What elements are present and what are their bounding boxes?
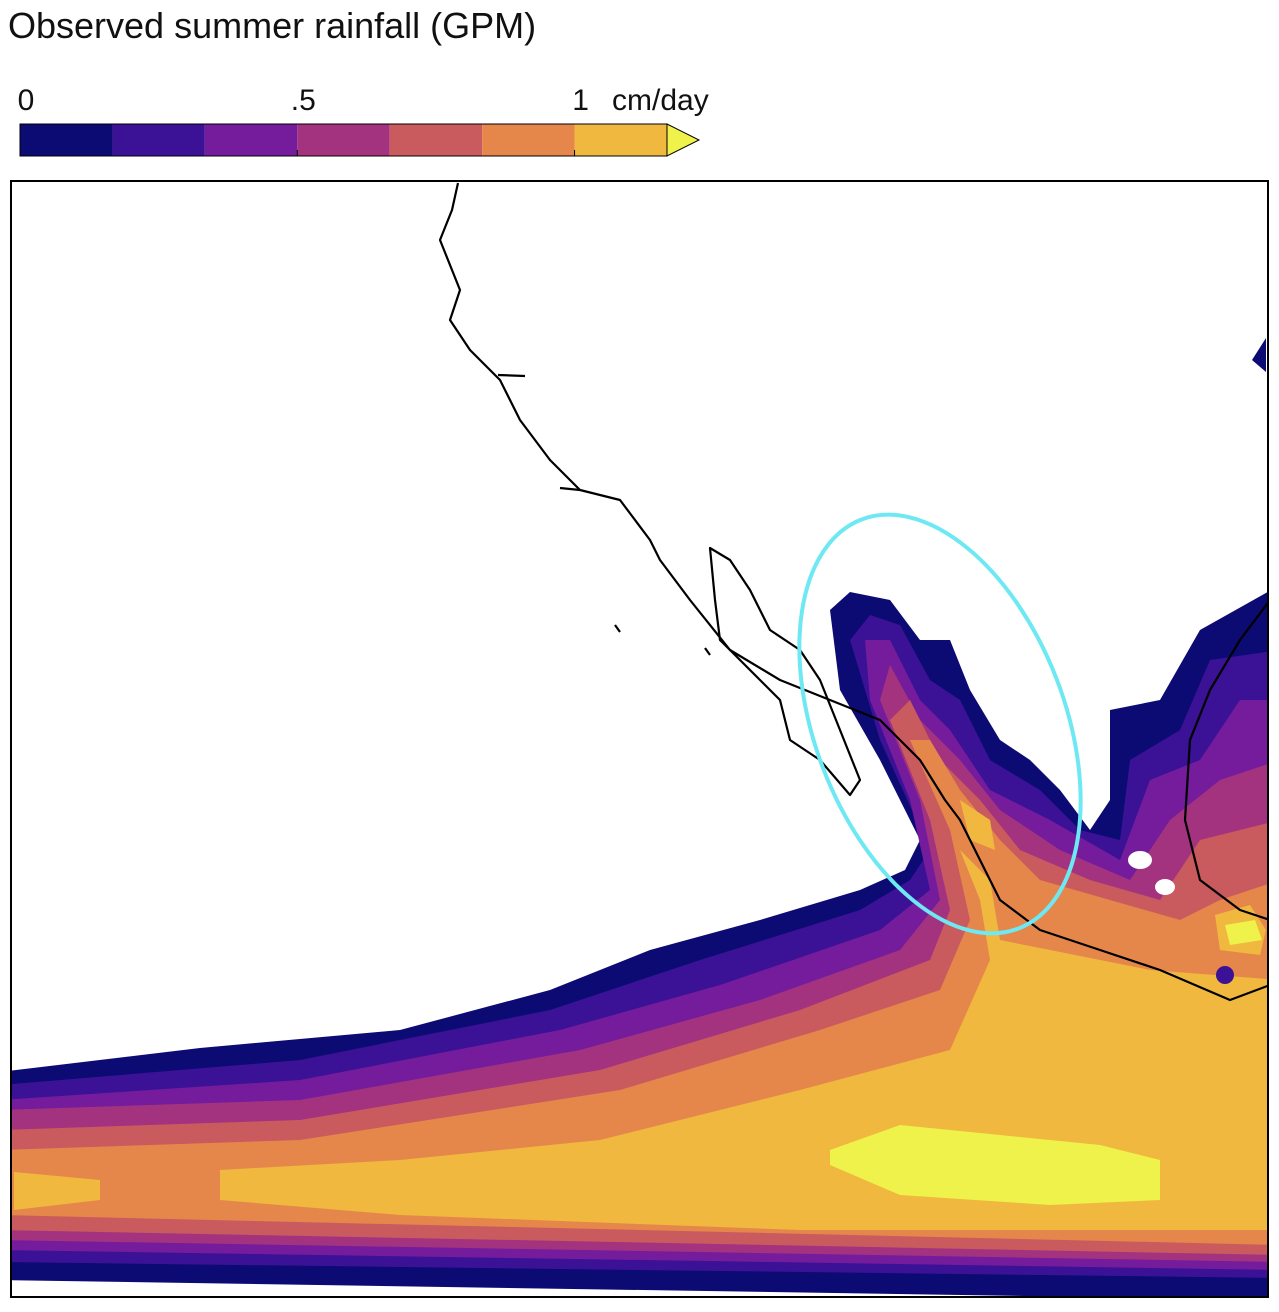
- contour: [830, 920, 1262, 1205]
- hole: [1155, 879, 1175, 895]
- contour: [1252, 338, 1266, 372]
- colorbar-segment: [297, 124, 390, 156]
- hole: [1128, 851, 1152, 869]
- map-frame: [10, 180, 1269, 1298]
- islands: [497, 373, 711, 656]
- coastline: [438, 182, 1267, 1002]
- colorbar-tick-label: 1: [572, 84, 589, 117]
- highlight-ellipse: [797, 512, 1083, 936]
- map: [10, 180, 1269, 1298]
- colorbar-extension: [666, 123, 701, 157]
- contour: [14, 800, 1267, 1230]
- coastline: [438, 182, 1267, 1002]
- colorbar-segment: [112, 124, 205, 156]
- colorbar: 0 .5 1 cm/day: [18, 84, 709, 157]
- colorbar-frame: [19, 123, 668, 157]
- colorbar-segment: [574, 124, 667, 156]
- hole: [1216, 966, 1234, 984]
- baja: [708, 546, 862, 797]
- colorbar-segment: [204, 124, 298, 156]
- colorbar-tick-label: 0: [18, 84, 35, 117]
- colorbar-tick-label: .5: [291, 84, 316, 117]
- coastline: [1183, 602, 1267, 921]
- colorbar-segment: [482, 124, 575, 156]
- colorbar-unit: cm/day: [612, 84, 709, 117]
- rainfall-field: [12, 338, 1267, 1296]
- colorbar-segment: [20, 124, 113, 156]
- colorbar-segment: [389, 124, 483, 156]
- title: Observed summer rainfall (GPM): [8, 5, 536, 46]
